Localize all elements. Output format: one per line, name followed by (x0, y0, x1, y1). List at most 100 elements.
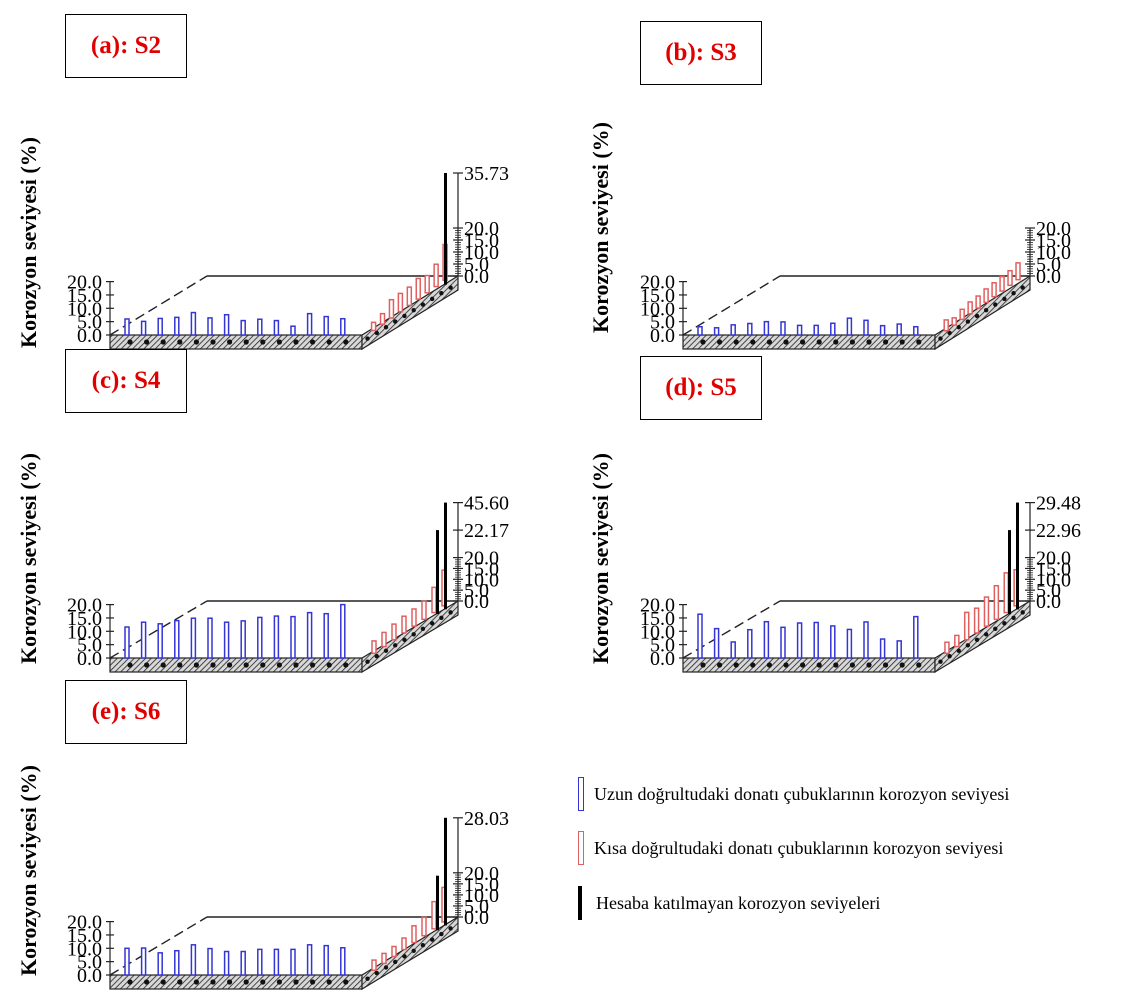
red-bar (411, 608, 417, 627)
blue-bar (697, 613, 703, 659)
legend-label: Hesaba katılmayan korozyon seviyeleri (596, 892, 881, 913)
slab-dot (411, 632, 416, 637)
blue-bar (763, 320, 770, 336)
blue-bar (846, 317, 853, 336)
slab-dot (916, 339, 922, 345)
blue-bar (796, 622, 803, 659)
left-axis-tick-label: 20.0 (67, 912, 102, 934)
blue-bar (257, 318, 263, 336)
red-bar (951, 317, 957, 326)
blue-bar (913, 615, 919, 659)
slab-dot (965, 319, 971, 324)
red-bar (397, 292, 404, 313)
slab-dot (1020, 610, 1025, 615)
right-axis-tick-label: 0.0 (464, 266, 489, 288)
red-bar (381, 952, 387, 965)
slab-dot (733, 339, 739, 345)
blue-bar (273, 615, 280, 659)
slab-dot (883, 339, 889, 345)
blue-bar (273, 319, 280, 336)
slab-dot (899, 339, 905, 345)
chart-panel-1: 0.05.010.015.020.0 0.05.010.015.020.035.7… (67, 163, 509, 351)
slab-dot (260, 979, 266, 985)
red-bar (975, 295, 981, 309)
slab-dot (983, 308, 989, 313)
left-axis-tick-label: 20.0 (640, 595, 675, 617)
slab-dot (993, 302, 998, 307)
slab-dot (974, 637, 980, 642)
blue-bar (879, 324, 886, 336)
legend-swatch-black (578, 886, 582, 920)
right-axis-tick-label: 20.0 (464, 863, 499, 885)
red-bar (973, 607, 980, 634)
chart-panel-5: 0.05.010.015.020.0 0.05.010.015.020.028.0… (67, 808, 509, 991)
blue-bar (240, 319, 246, 336)
red-bar (943, 319, 949, 332)
black-bar (1016, 502, 1019, 610)
blue-bar (273, 948, 280, 976)
blue-bar (323, 944, 329, 976)
blue-bar (124, 947, 130, 976)
red-bar (391, 623, 397, 641)
slab-dot (766, 339, 773, 345)
red-bar (963, 611, 970, 641)
slab-dot (365, 336, 370, 341)
left-axis-tick-label: 15.0 (640, 608, 675, 630)
slab-dot (144, 339, 150, 345)
slab-dot (243, 662, 249, 668)
slab-dot (393, 643, 398, 648)
blue-bar (223, 313, 230, 336)
blue-bar (913, 325, 919, 336)
floor-diagonal-line (682, 275, 781, 336)
slab-dot (160, 979, 166, 985)
blue-bar (223, 621, 230, 659)
right-axis-tick-label: 0.0 (1036, 266, 1061, 288)
red-bar (424, 274, 430, 294)
panel-title-5: (e): S6 (65, 680, 187, 744)
blue-bar (730, 641, 736, 659)
blue-bar (340, 317, 346, 336)
slab-dot (276, 979, 282, 985)
slab-dot (717, 339, 723, 345)
right-axis-tick-label: 35.73 (464, 163, 509, 185)
left-axis-tick-label: 10.0 (67, 298, 102, 320)
blue-bar (747, 628, 753, 659)
right-axis-tick-label: 5.0 (1036, 254, 1061, 276)
slab-dot (402, 954, 407, 959)
slab-dot (800, 339, 806, 345)
red-bar (379, 312, 386, 325)
right-axis-tick-label: 20.0 (464, 218, 499, 240)
slab-dot (160, 662, 166, 668)
blue-bar (340, 603, 346, 659)
slab-dot (956, 648, 961, 653)
slab-dot (260, 339, 266, 345)
slab-dot (160, 339, 166, 345)
red-bar (421, 600, 427, 621)
y-axis-label: Korozyon seviyesi (%) (588, 121, 613, 333)
blue-bar (207, 947, 213, 976)
blue-bar (207, 317, 213, 336)
blue-bar (257, 616, 263, 659)
red-bar (411, 925, 417, 944)
blue-bar (813, 621, 819, 659)
slab-dot (783, 662, 789, 668)
slab-dot (310, 662, 316, 668)
blue-bar (846, 628, 853, 659)
left-axis-tick-label: 10.0 (67, 938, 102, 960)
slab-dot (144, 662, 150, 668)
blue-bar (813, 324, 819, 336)
left-axis-tick-label: 20.0 (640, 272, 675, 294)
blue-bar (240, 620, 246, 659)
panel-title-1: (a): S2 (65, 14, 187, 78)
slab-dot (383, 648, 389, 653)
left-axis-tick-label: 5.0 (77, 952, 102, 974)
base-slab-side (361, 915, 459, 991)
blue-bar (157, 623, 163, 659)
slab-dot (783, 339, 789, 345)
legend-swatch-red (578, 831, 584, 865)
blue-bar (290, 615, 296, 659)
red-bar (983, 288, 989, 304)
slab-dot (899, 662, 905, 668)
slab-dot (310, 979, 316, 985)
right-axis-tick-label: 10.0 (464, 569, 499, 591)
